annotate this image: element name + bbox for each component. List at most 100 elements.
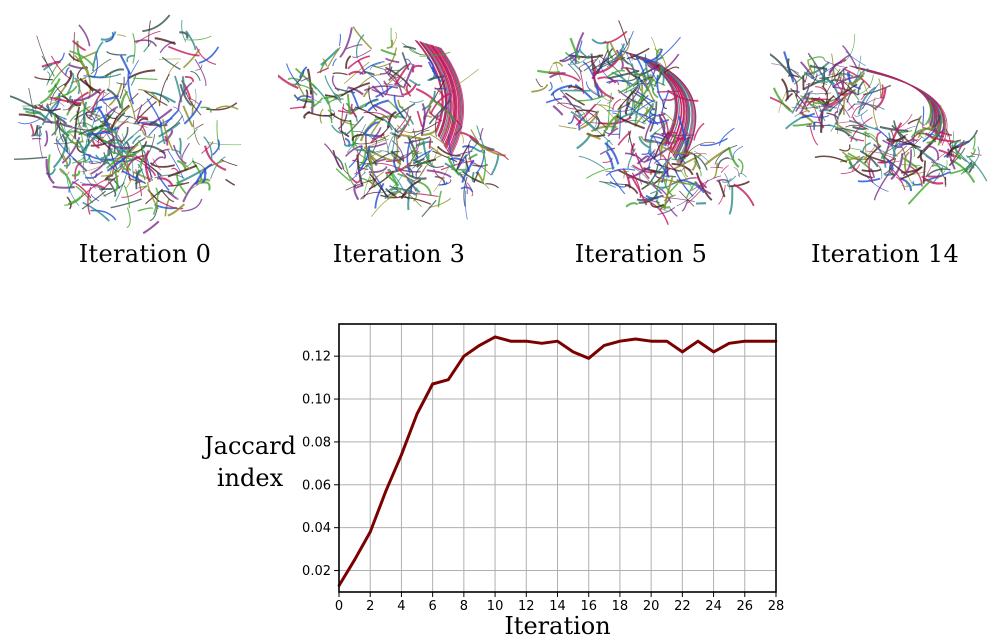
x-axis-label: Iteration xyxy=(339,612,776,640)
fiber-streamline xyxy=(854,110,867,117)
fiber-streamline xyxy=(491,154,498,175)
fiber-streamline xyxy=(473,147,482,151)
fiber-streamline xyxy=(577,134,591,149)
data-point xyxy=(447,378,450,381)
fiber-streamline xyxy=(537,71,560,73)
fiber-streamline xyxy=(418,111,423,127)
data-point xyxy=(681,351,684,354)
fiber-streamline xyxy=(553,106,562,115)
fiber-streamline xyxy=(381,50,396,55)
fiber-streamline xyxy=(559,126,577,129)
fiber-streamline xyxy=(568,117,574,124)
fiber-streamline xyxy=(340,27,352,57)
fiber-streamline xyxy=(55,53,65,62)
data-point xyxy=(525,340,528,343)
fiber-streamline xyxy=(87,115,95,121)
y-tick-label: 0.10 xyxy=(302,393,331,408)
fiber-streamline xyxy=(670,209,677,216)
fiber-streamline xyxy=(213,140,220,155)
fiber-streamline xyxy=(858,68,937,131)
data-point xyxy=(431,383,434,386)
fiber-streamline xyxy=(642,150,649,155)
fiber-streamline xyxy=(422,200,436,217)
fiber-streamline xyxy=(546,99,562,103)
fiber-streamline xyxy=(159,59,181,60)
data-point xyxy=(650,340,653,343)
fiber-streamline xyxy=(596,105,614,110)
fiber-streamline xyxy=(10,96,36,109)
fiber-streamline xyxy=(782,79,788,100)
fiber-streamline xyxy=(851,148,860,150)
fiber-streamline xyxy=(531,84,547,92)
fiber-bundle-render xyxy=(278,4,528,240)
tractography-image-iteration-14 xyxy=(770,4,1003,240)
fiber-streamline xyxy=(857,68,936,131)
fiber-streamline xyxy=(815,93,832,94)
fiber-streamline xyxy=(700,138,727,145)
fiber-streamline xyxy=(137,117,148,118)
y-tick-label: 0.02 xyxy=(302,564,331,579)
fiber-streamline xyxy=(879,79,881,98)
fiber-streamline xyxy=(596,116,599,129)
fiber-streamline xyxy=(185,77,193,82)
data-point xyxy=(603,344,606,347)
data-point xyxy=(697,340,700,343)
fiber-streamline xyxy=(324,144,339,167)
data-point xyxy=(619,340,622,343)
data-point xyxy=(478,344,481,347)
fiber-streamline xyxy=(480,128,483,140)
fiber-streamline xyxy=(398,100,403,108)
fiber-streamline xyxy=(720,128,735,146)
fiber-streamline xyxy=(107,51,127,54)
fiber-streamline xyxy=(144,42,151,52)
fiber-streamline xyxy=(127,208,131,228)
fiber-streamline xyxy=(721,166,729,173)
data-point xyxy=(572,351,575,354)
fiber-streamline xyxy=(73,41,86,50)
fiber-streamline xyxy=(625,185,638,194)
data-point xyxy=(743,340,746,343)
fiber-bundle-render xyxy=(770,4,1003,240)
fiber-streamline xyxy=(927,141,936,143)
fiber-streamline xyxy=(409,80,419,85)
data-point xyxy=(385,490,388,493)
y-axis-label-line: Jaccard xyxy=(190,430,310,462)
fiber-streamline xyxy=(226,179,235,185)
fiber-streamline xyxy=(352,179,361,183)
data-point xyxy=(353,559,356,562)
fiber-streamline xyxy=(793,124,812,126)
fiber-streamline xyxy=(858,68,937,131)
fiber-streamline xyxy=(881,85,883,99)
fiber-streamline xyxy=(37,36,49,67)
tractography-image-iteration-0 xyxy=(10,4,260,240)
panel-caption: Iteration 5 xyxy=(516,240,766,268)
fiber-streamline xyxy=(536,79,543,87)
data-point xyxy=(665,340,668,343)
fiber-streamline xyxy=(65,68,69,76)
fiber-streamline xyxy=(729,147,739,167)
data-point xyxy=(494,336,497,339)
fiber-streamline xyxy=(195,124,203,129)
fiber-streamline xyxy=(152,157,164,165)
fiber-streamline xyxy=(841,164,860,174)
fiber-streamline xyxy=(553,62,563,66)
fiber-streamline xyxy=(410,100,424,102)
fiber-streamline xyxy=(432,146,439,165)
fiber-streamline xyxy=(142,15,169,31)
tractography-image-iteration-3 xyxy=(278,4,528,240)
data-point xyxy=(416,413,419,416)
panel-caption: Iteration 14 xyxy=(760,240,1003,268)
tractography-image-iteration-5 xyxy=(522,4,772,240)
y-tick-label: 0.04 xyxy=(302,521,331,536)
fiber-streamline xyxy=(182,20,186,42)
fiber-streamline xyxy=(47,72,50,84)
fiber-streamline xyxy=(549,73,580,81)
fiber-streamline xyxy=(155,38,176,44)
fiber-streamline xyxy=(74,32,75,60)
fiber-streamline xyxy=(391,28,392,49)
fiber-streamline xyxy=(688,142,715,152)
fiber-streamline xyxy=(855,67,935,128)
fiber-streamline xyxy=(945,177,946,186)
fiber-streamline xyxy=(199,47,219,63)
data-point xyxy=(634,338,637,341)
